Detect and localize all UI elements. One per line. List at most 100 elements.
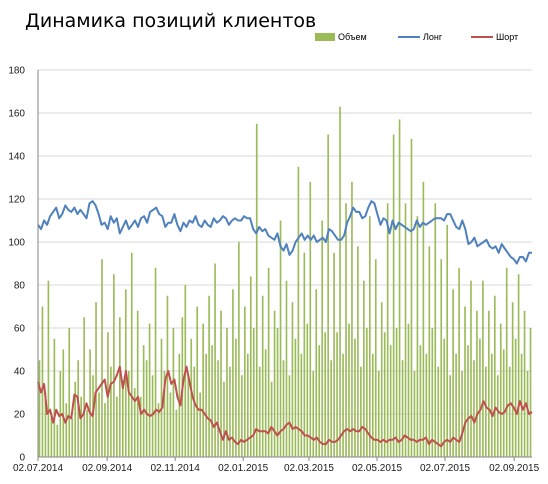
volume-bar [455,353,457,457]
volume-bar [291,302,294,457]
volume-bar [258,366,261,457]
x-tick-label: 02.07.2015 [420,463,470,474]
volume-bar [74,381,77,457]
grid [38,69,532,415]
volume-bar [413,371,416,457]
volume-bar [86,409,88,457]
volume-bar [71,418,74,457]
volume-bar [220,310,222,457]
volume-bar [267,267,270,457]
volume-bar [172,328,175,457]
volume-bar [297,166,300,457]
legend-label-short: Шорт [496,32,518,42]
volume-bar [312,371,315,457]
y-tick-label: 20 [14,410,26,421]
volume-bar [136,310,139,457]
volume-bar [208,295,210,457]
volume-bar [309,181,312,458]
y-tick-label: 140 [8,152,25,163]
volume-bar [499,323,502,457]
volume-bar [252,328,255,457]
volume-bar [371,353,374,457]
volume-bar [523,310,526,457]
volume-bar [470,280,472,457]
legend-label-long: Лонг [423,32,443,42]
volume-bar [127,371,130,457]
volume-bar [374,259,377,457]
volume-bar [461,371,463,457]
volume-bar [380,302,383,457]
volume-bar [187,375,190,457]
volume-bar [130,252,133,457]
x-tick-label: 02.03.2015 [284,463,334,474]
volume-bar [148,323,151,457]
volume-bar [440,259,443,457]
volume-bar [458,267,460,457]
volume-bar [154,267,157,457]
volume-bar [273,310,276,457]
x-tick-label: 02.05.2015 [352,463,402,474]
volume-bar [44,392,47,457]
volume-bar [133,388,136,457]
volume-bar [452,289,454,457]
volume-bar [226,328,228,457]
volume-bar [235,338,237,457]
x-tick-label: 02.09.2014 [82,463,132,474]
volume-bar [493,295,496,457]
volume-bar [446,224,449,457]
volume-bar [255,123,258,457]
volume-bar [473,360,475,457]
volume-bar [395,328,398,457]
volume-bar [38,360,41,457]
y-tick-label: 40 [14,367,26,378]
volume-bar [377,371,380,457]
legend-label-volume: Объем [338,32,367,42]
volume-bar [80,396,82,457]
volume-bar [363,280,365,457]
volume-bar [294,338,297,457]
x-tick-label: 02.01.2015 [218,463,268,474]
volume-bar [50,414,53,457]
volume-bar [428,246,431,457]
volume-bar [324,332,326,457]
volume-bar [264,349,267,457]
volume-bar [157,403,160,457]
volume-bar [336,332,338,457]
volume-bar [202,323,204,457]
volume-bar [41,306,44,457]
legend: Объем Лонг Шорт [315,32,518,42]
volume-bar [508,366,511,457]
volume-bar [482,280,484,457]
volume-bar [425,353,428,457]
volume-bar [398,119,401,457]
volume-bar [249,276,252,457]
volume-bar [223,381,225,457]
volume-bar [145,360,148,457]
volume-bar [464,306,466,457]
volume-bar [190,338,193,457]
volume-bar [434,203,437,457]
y-tick-label: 160 [8,109,25,120]
volume-bar [47,280,50,457]
volume-bar [196,306,199,457]
x-tick-label: 02.11.2014 [151,463,201,474]
volume-bar [392,134,395,457]
volume-bar [68,328,71,457]
volume-bar [300,353,303,457]
volume-bar [98,392,100,457]
volume-bar [368,216,371,457]
volume-bar [449,375,451,457]
volume-bars [38,106,532,458]
volume-bar [485,366,487,457]
volume-bar [217,360,219,457]
volume-bar [318,345,321,457]
volume-bar [270,381,273,457]
volume-bar [514,338,517,457]
short-series-line [37,365,533,448]
volume-bar [410,138,413,458]
volume-bar [354,338,356,457]
volume-bar [139,396,142,457]
volume-bar [383,332,386,457]
volume-bar [229,366,231,457]
